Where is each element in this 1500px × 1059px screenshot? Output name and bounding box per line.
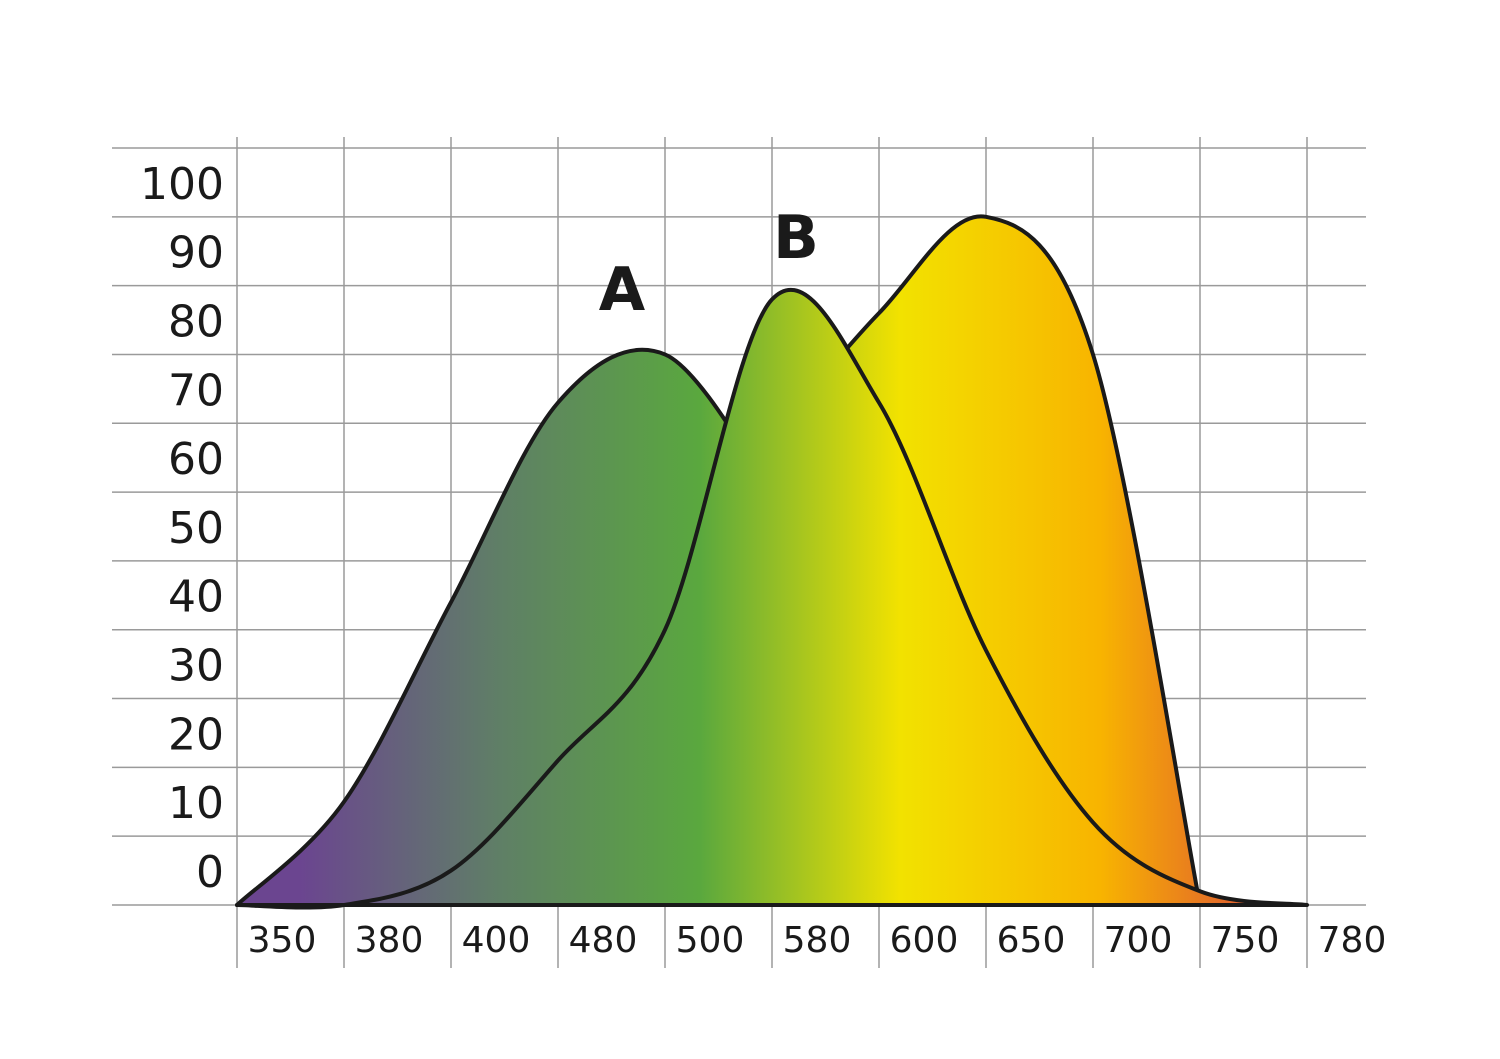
y-tick-label: 30 — [168, 641, 224, 692]
y-tick-label: 90 — [168, 228, 224, 279]
y-tick-label: 40 — [168, 572, 224, 623]
x-tick-label: 650 — [997, 920, 1066, 961]
x-tick-label: 400 — [462, 920, 531, 961]
x-tick-label: 600 — [890, 920, 959, 961]
y-tick-label: 20 — [168, 709, 224, 760]
y-tick-label: 10 — [168, 778, 224, 829]
y-tick-label: 0 — [196, 847, 224, 898]
curve-label: A — [599, 255, 646, 325]
x-tick-label: 580 — [783, 920, 852, 961]
x-tick-label: 780 — [1318, 920, 1387, 961]
x-tick-label: 380 — [355, 920, 424, 961]
x-tick-label: 500 — [676, 920, 745, 961]
spectrum-area — [235, 287, 1309, 910]
x-tick-label: 750 — [1211, 920, 1280, 961]
curve-label: B — [773, 203, 819, 273]
y-tick-label: 60 — [168, 434, 224, 485]
x-tick-label: 350 — [248, 920, 317, 961]
x-tick-label: 700 — [1104, 920, 1173, 961]
y-tick-label: 100 — [140, 159, 224, 210]
y-tick-label: 50 — [168, 503, 224, 554]
y-tick-label: 70 — [168, 365, 224, 416]
x-tick-label: 480 — [569, 920, 638, 961]
y-tick-label: 80 — [168, 296, 224, 347]
